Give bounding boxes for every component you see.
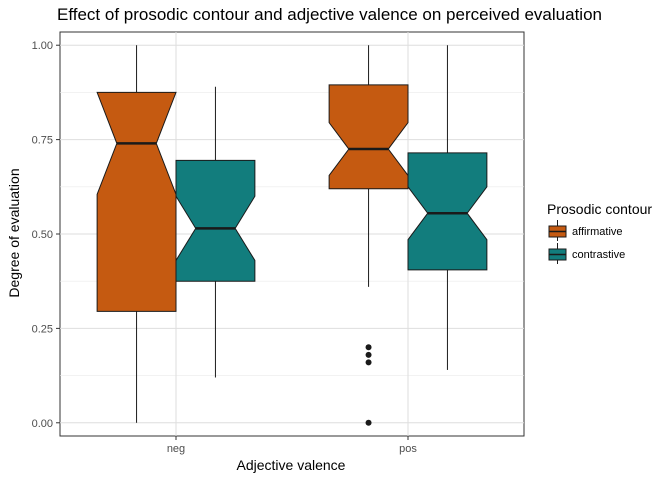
legend-label-affirmative: affirmative — [572, 226, 623, 238]
y-tick-label: 0.25 — [32, 323, 53, 335]
outlier-point — [365, 351, 372, 358]
legend: Prosodic contour affirmative contrastive — [547, 201, 652, 264]
box-affirmative-neg — [96, 45, 177, 423]
chart-title: Effect of prosodic contour and adjective… — [57, 5, 602, 24]
box-body — [328, 84, 409, 190]
box-affirmative-pos — [328, 45, 409, 426]
y-tick-label: 0.00 — [32, 418, 53, 430]
box-contrastive-pos — [407, 45, 488, 370]
legend-label-contrastive: contrastive — [572, 249, 625, 261]
box-body — [407, 152, 488, 271]
axes: 0.00 0.25 0.50 0.75 1.00 neg pos — [32, 40, 418, 455]
x-tick-label: neg — [167, 443, 185, 455]
outlier-point — [365, 344, 372, 351]
boxplots — [96, 45, 488, 426]
y-tick-label: 0.50 — [32, 229, 53, 241]
x-tick-label: pos — [399, 443, 417, 455]
box-body — [96, 91, 177, 312]
outlier-point — [365, 419, 372, 426]
y-tick-label: 0.75 — [32, 135, 53, 147]
x-axis-title: Adjective valence — [237, 457, 346, 473]
outlier-point — [365, 359, 372, 366]
box-contrastive-neg — [175, 86, 256, 378]
y-tick-label: 1.00 — [32, 40, 53, 52]
box-body — [175, 159, 256, 282]
legend-key-contrastive — [548, 243, 567, 264]
legend-title: Prosodic contour — [547, 201, 652, 217]
y-axis-title: Degree of evaluation — [6, 168, 22, 297]
legend-key-affirmative — [548, 220, 567, 241]
